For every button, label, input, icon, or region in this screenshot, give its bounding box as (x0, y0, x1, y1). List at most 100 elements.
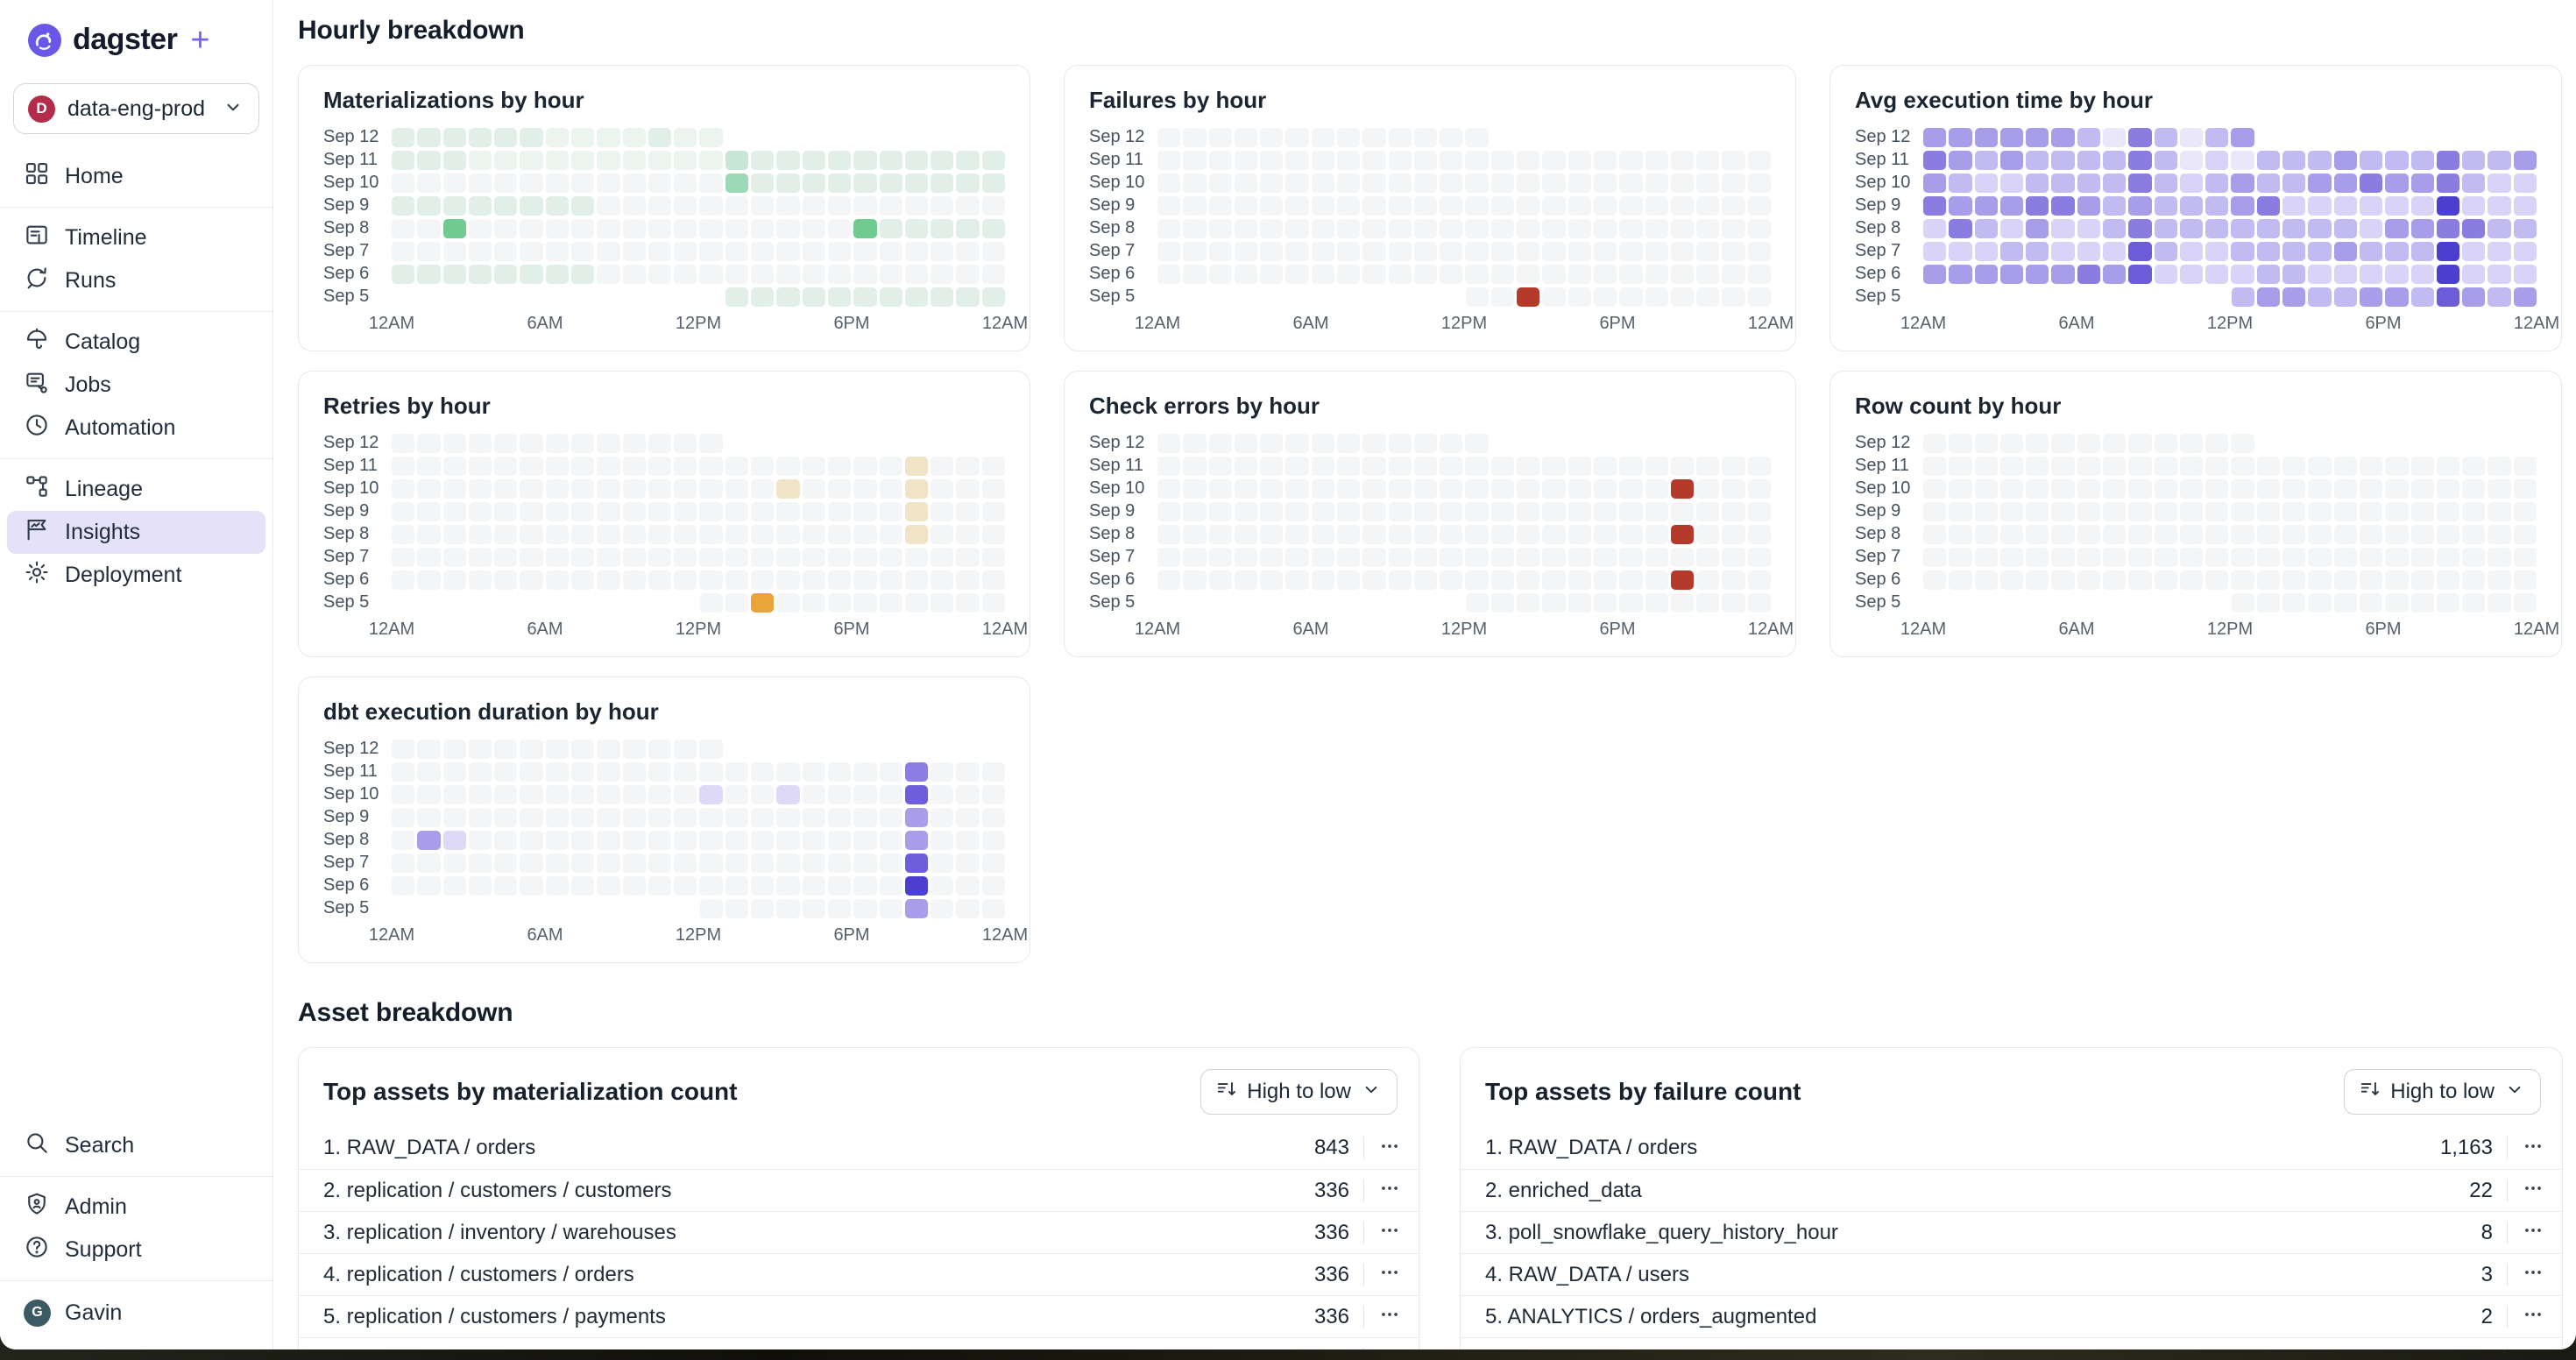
asset-name[interactable]: 6. CLEANED / users_cleaned (1485, 1347, 2423, 1350)
sort-order-dropdown[interactable]: High to low (1200, 1069, 1398, 1115)
heatmap-cell (622, 195, 646, 216)
heatmap-cell (1285, 501, 1309, 521)
heatmap-cell (494, 173, 518, 193)
heatmap-cell (1619, 456, 1643, 476)
heatmap-cell (571, 195, 595, 216)
asset-name[interactable]: 5. replication / customers / payments (323, 1304, 666, 1328)
sidebar-item-automation[interactable]: Automation (7, 407, 265, 450)
table-row[interactable]: 6. CLEANED / users_cleaned2 (1461, 1337, 2562, 1349)
heatmap-cell (2436, 524, 2460, 544)
heatmap-row (392, 761, 1005, 782)
asset-name[interactable]: 4. RAW_DATA / users (1485, 1262, 1689, 1286)
sort-order-dropdown[interactable]: High to low (2344, 1069, 2541, 1115)
heatmap-cell (1260, 150, 1284, 170)
sidebar-item-support[interactable]: Support (7, 1229, 265, 1271)
heatmap-cell (853, 241, 877, 261)
heatmap-cell (2282, 150, 2306, 170)
sidebar-item-runs[interactable]: Runs (7, 259, 265, 302)
row-menu-button[interactable] (2522, 1303, 2544, 1330)
sidebar-item-search[interactable]: Search (7, 1124, 265, 1167)
heatmap-cell (2462, 592, 2486, 613)
row-menu-button[interactable] (2522, 1219, 2544, 1246)
dagster-logo[interactable]: dagster + (0, 0, 272, 57)
row-menu-button[interactable] (2522, 1177, 2544, 1204)
asset-name[interactable]: 4. replication / customers / orders (323, 1262, 634, 1286)
heatmap-row (392, 241, 1005, 261)
heatmap-cell (699, 241, 723, 261)
table-row[interactable]: 1. RAW_DATA / orders 1,163 (1461, 1127, 2562, 1169)
heatmap-cell (1999, 264, 2024, 284)
table-row[interactable]: 5. replication / customers / payments 336 (299, 1295, 1419, 1337)
row-menu-button[interactable] (1378, 1303, 1401, 1330)
asset-name[interactable]: 1. RAW_DATA / orders (1485, 1136, 1698, 1159)
ellipsis-icon (2522, 1177, 2544, 1204)
heatmap-cell (956, 456, 980, 476)
table-row[interactable]: 6. mwaa_hooli_airflow_01 / dag / replica… (299, 1337, 1419, 1349)
heatmap-cell (2026, 127, 2049, 147)
heatmap-cell (956, 524, 980, 544)
row-menu-button[interactable] (1378, 1177, 1401, 1204)
asset-name[interactable]: 3. replication / inventory / warehouses (323, 1220, 676, 1244)
heatmap-cell (725, 898, 749, 918)
heatmap-cell (1157, 241, 1181, 261)
sidebar-item-lineage[interactable]: Lineage (7, 468, 265, 511)
axis-tick-label: 12AM (981, 314, 1029, 333)
row-menu-button[interactable] (2522, 1261, 2544, 1288)
sidebar-item-label: Home (65, 164, 124, 188)
asset-name[interactable]: 6. mwaa_hooli_airflow_01 / dag / replica… (323, 1347, 1279, 1350)
heatmap-cell (2256, 218, 2281, 238)
heatmap-cell (2488, 264, 2511, 284)
table-row[interactable]: 2. replication / customers / customers 33… (299, 1169, 1419, 1211)
asset-name[interactable]: 5. ANALYTICS / orders_augmented (1485, 1304, 1817, 1328)
sidebar-item-catalog[interactable]: Catalog (7, 321, 265, 364)
heatmap-cell (597, 241, 620, 261)
heatmap-cell (1440, 456, 1463, 476)
heatmap-cell (699, 173, 723, 193)
heatmap-cell (1517, 241, 1540, 261)
heatmap-cell (2462, 150, 2486, 170)
asset-name[interactable]: 2. enriched_data (1485, 1178, 1642, 1202)
sidebar-item-insights[interactable]: Insights (7, 511, 265, 554)
table-row[interactable]: 2. enriched_data 22 (1461, 1169, 2562, 1211)
sidebar-item-admin[interactable]: Admin (7, 1186, 265, 1229)
row-menu-button[interactable] (2522, 1135, 2544, 1162)
heatmap-cell (2256, 547, 2281, 567)
chevron-down-icon (1360, 1078, 1383, 1107)
logo-plus: + (190, 21, 210, 59)
sidebar-item-timeline[interactable]: Timeline (7, 216, 265, 259)
workspace-selector[interactable]: D data-eng-prod (13, 83, 259, 134)
heatmap-cell (2231, 150, 2254, 170)
asset-name[interactable]: 2. replication / customers / customers (323, 1178, 672, 1202)
heatmap-cell (699, 218, 723, 238)
heatmap-cell (1593, 570, 1617, 590)
asset-name[interactable]: 3. poll_snowflake_query_history_hour (1485, 1220, 1838, 1244)
table-row[interactable]: 3. replication / inventory / warehouses 3… (299, 1211, 1419, 1253)
heatmap-cell (776, 853, 800, 873)
sidebar-item-jobs[interactable]: Jobs (7, 364, 265, 407)
row-menu-button[interactable] (1378, 1219, 1401, 1246)
sidebar-item-deployment[interactable]: Deployment (7, 554, 265, 597)
row-menu-button[interactable] (1378, 1261, 1401, 1288)
heatmap-cell (1183, 150, 1207, 170)
heatmap-cell (1337, 150, 1361, 170)
heatmap-row-label: Sep 5 (1855, 592, 1901, 612)
table-row[interactable]: 3. poll_snowflake_query_history_hour 8 (1461, 1211, 2562, 1253)
heatmap-cell (904, 173, 929, 193)
row-menu-button[interactable] (1378, 1135, 1401, 1162)
heatmap-cell (802, 195, 825, 216)
heatmap-cell (956, 761, 980, 782)
table-row[interactable]: 5. ANALYTICS / orders_augmented 2 (1461, 1295, 2562, 1337)
heatmap-cell (802, 241, 825, 261)
heatmap-cell (2385, 241, 2409, 261)
asset-name[interactable]: 1. RAW_DATA / orders (323, 1136, 536, 1159)
row-menu-button[interactable] (1378, 1345, 1401, 1349)
table-row[interactable]: 1. RAW_DATA / orders 843 (299, 1127, 1419, 1169)
asset-table-header: Top assets by materialization count High … (299, 1048, 1419, 1127)
row-menu-button[interactable] (2522, 1345, 2544, 1349)
user-menu[interactable]: G Gavin (7, 1290, 265, 1335)
sidebar-item-home[interactable]: Home (7, 155, 265, 198)
heatmap-cell (392, 570, 415, 590)
table-row[interactable]: 4. replication / customers / orders 336 (299, 1253, 1419, 1295)
heatmap-cell (1440, 547, 1463, 567)
table-row[interactable]: 4. RAW_DATA / users 3 (1461, 1253, 2562, 1295)
